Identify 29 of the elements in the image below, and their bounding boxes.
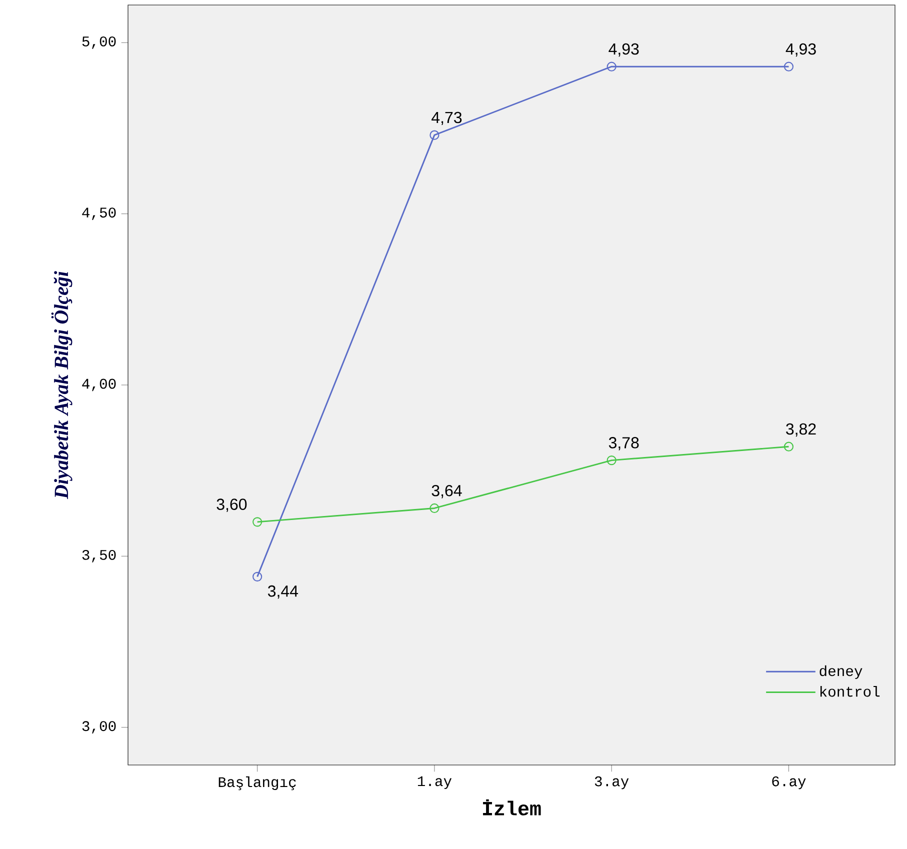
data-label: 4,73	[432, 112, 462, 126]
data-label: 3,60	[216, 498, 247, 512]
legend-label: deney	[820, 665, 862, 679]
data-label: 3,64	[432, 484, 462, 498]
x-tick-label: 1.ay	[418, 776, 452, 790]
legend-label: kontrol	[820, 686, 880, 697]
data-label: 3,44	[268, 585, 298, 599]
x-tick-label: 6.ay	[772, 776, 806, 790]
y-tick-label: 5,00	[82, 36, 116, 49]
y-tick-label: 3,50	[82, 550, 116, 562]
y-tick-label: 4,00	[82, 378, 116, 392]
point	[430, 503, 440, 514]
y-tick-label: 3,00	[82, 721, 116, 734]
point	[784, 62, 794, 72]
data-label: 3,78	[608, 437, 639, 450]
y-axis-title: Diyabetik Ayak Bilgi Ölçeği	[51, 271, 72, 500]
data-label: 3,82	[786, 423, 816, 437]
point	[784, 442, 794, 452]
point	[252, 517, 262, 527]
x-tick-label: 3.ay	[594, 776, 629, 790]
point	[606, 62, 616, 72]
y-tick-label: 4,50	[82, 208, 116, 220]
data-label: 4,93	[608, 43, 639, 57]
data-label: 4,93	[786, 43, 816, 57]
point	[606, 456, 616, 466]
x-tick-label: Başlangıç	[218, 776, 296, 790]
x-axis-title: İzlem	[483, 799, 541, 816]
point	[430, 130, 440, 140]
point	[252, 572, 262, 582]
